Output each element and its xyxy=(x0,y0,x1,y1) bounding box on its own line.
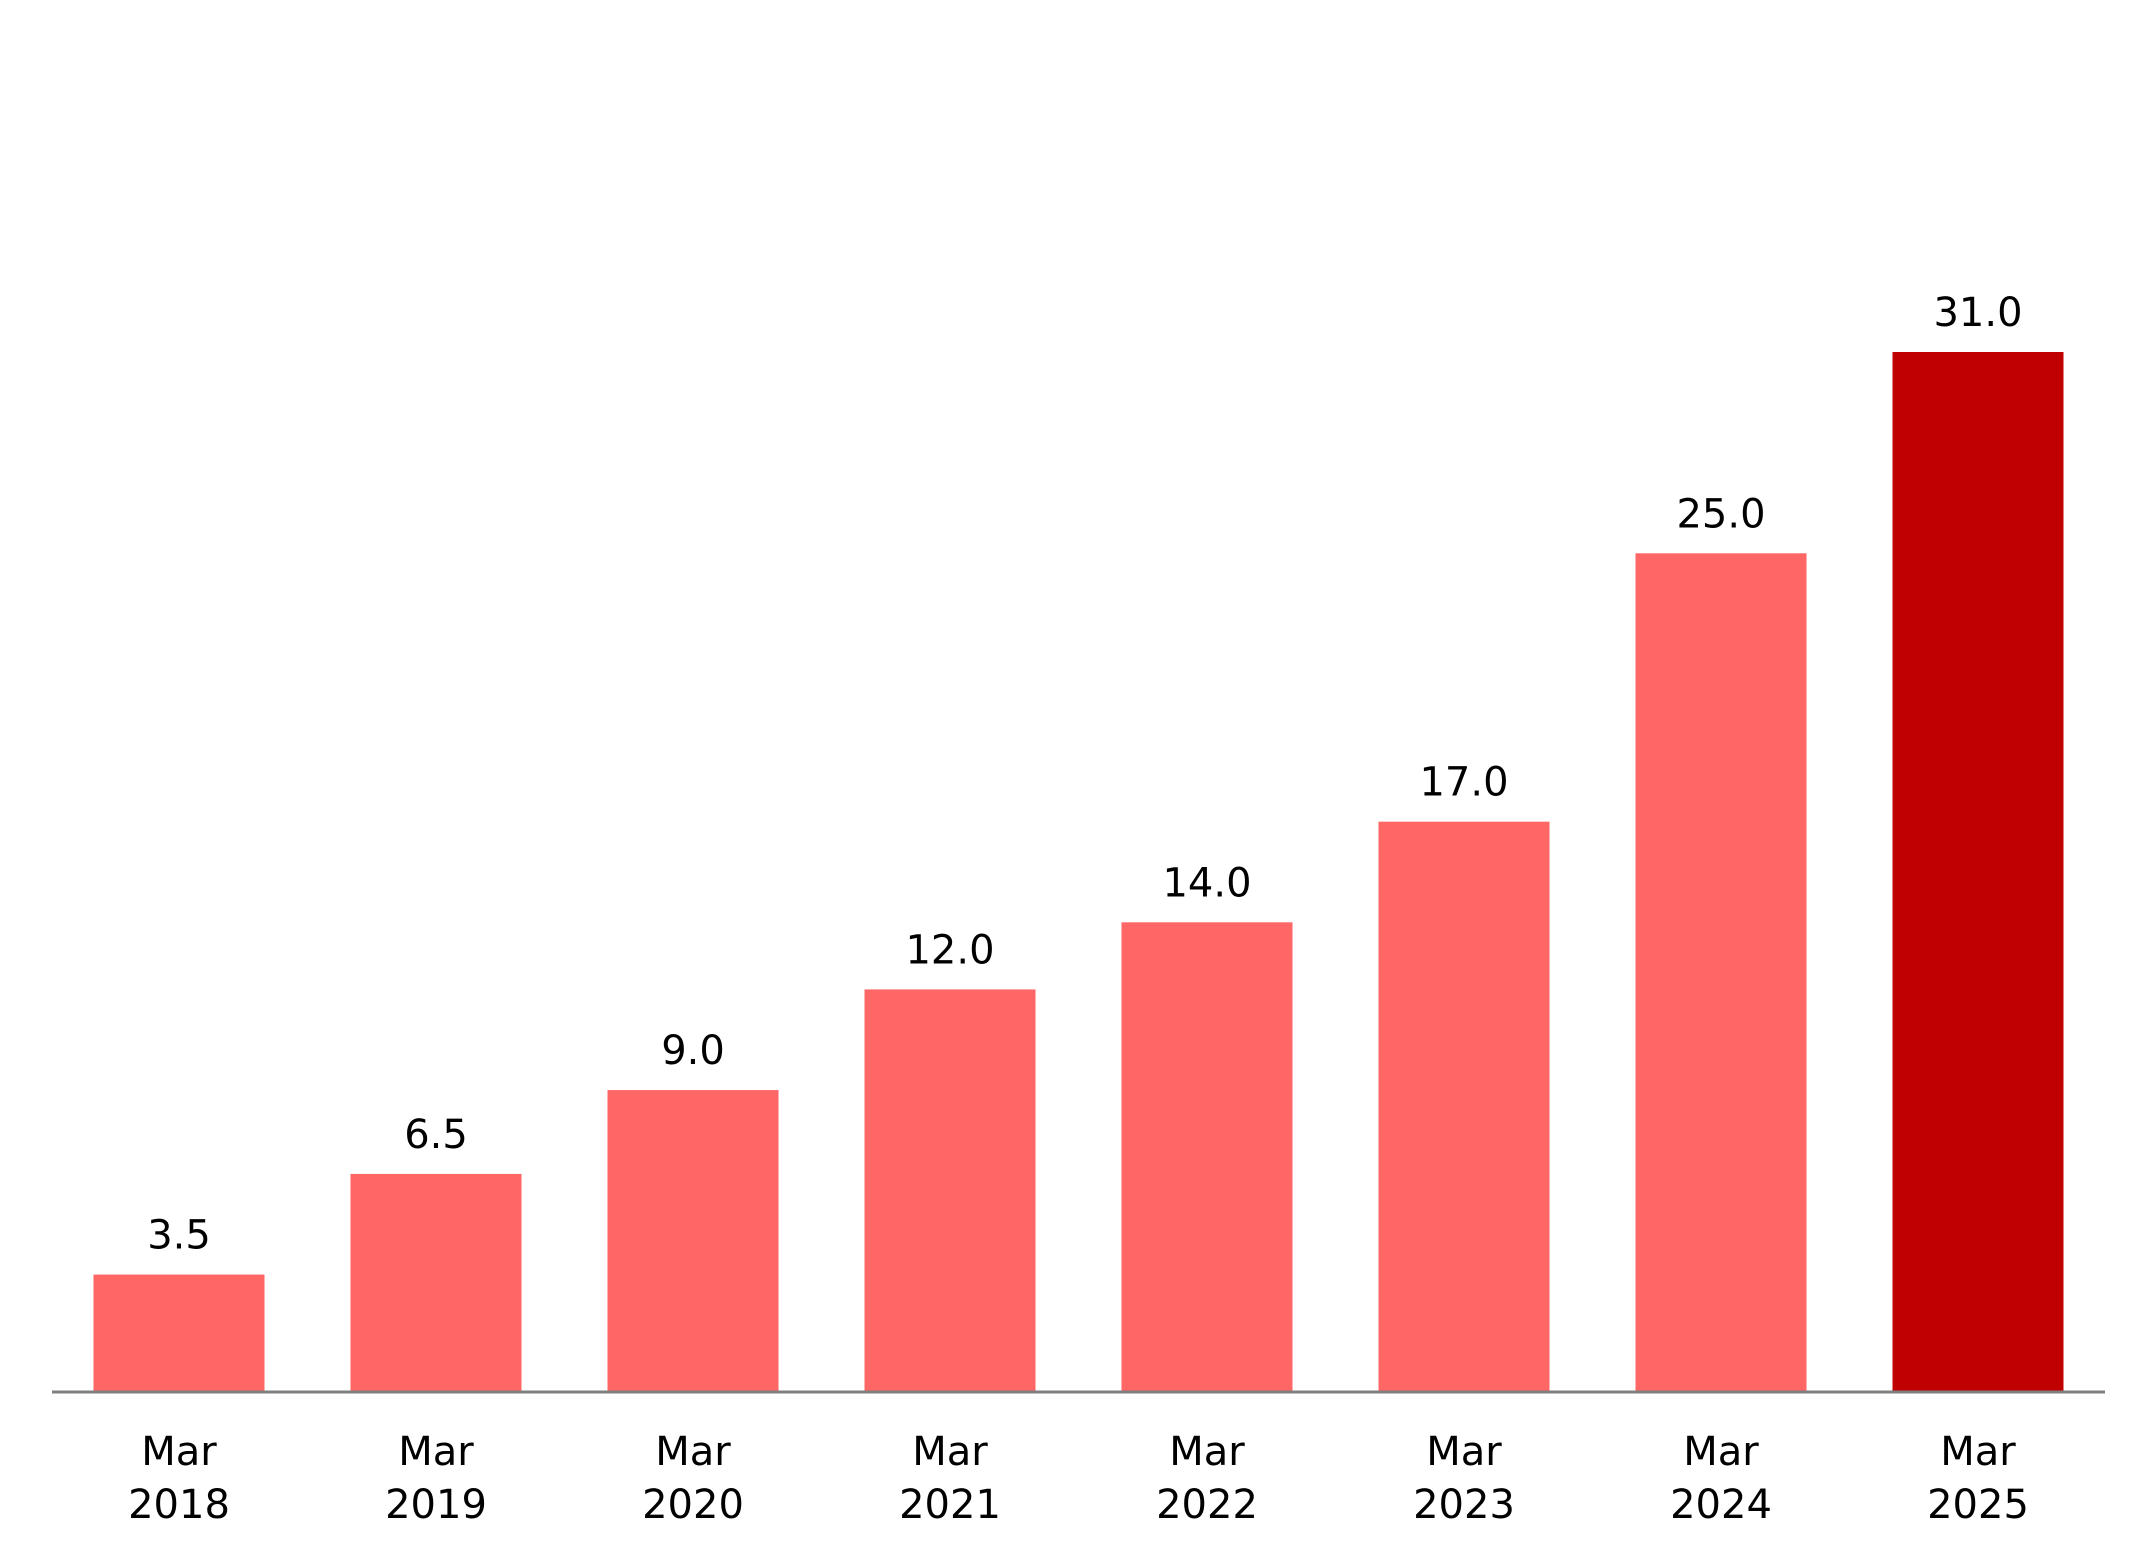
bar-mar-2020 xyxy=(607,1090,779,1392)
x-tick-label: Mar xyxy=(1683,1429,1759,1475)
x-tick-label: Mar xyxy=(1169,1429,1245,1475)
x-tick-label: Mar xyxy=(912,1429,988,1475)
x-tick-label: 2023 xyxy=(1413,1482,1515,1528)
bar-mar-2019 xyxy=(350,1173,522,1392)
x-tick-label: Mar xyxy=(398,1429,474,1475)
data-label: 3.5 xyxy=(147,1213,211,1259)
x-tick-label: 2018 xyxy=(128,1482,230,1528)
data-label: 31.0 xyxy=(1933,290,2022,336)
x-tick-label: 2024 xyxy=(1670,1482,1772,1528)
data-label: 12.0 xyxy=(905,927,994,973)
x-tick-label: 2019 xyxy=(385,1482,487,1528)
x-tick-label: 2022 xyxy=(1156,1482,1258,1528)
data-label: 9.0 xyxy=(661,1028,725,1074)
bar-mar-2025 xyxy=(1892,352,2064,1392)
bar-mar-2022 xyxy=(1121,922,1293,1392)
bar-mar-2024 xyxy=(1635,553,1807,1392)
data-label: 14.0 xyxy=(1162,860,1251,906)
x-tick-label: Mar xyxy=(1940,1429,2016,1475)
bar-mar-2023 xyxy=(1378,821,1550,1392)
x-tick-label: 2025 xyxy=(1927,1482,2029,1528)
x-tick-label: Mar xyxy=(1426,1429,1502,1475)
x-tick-label: Mar xyxy=(141,1429,217,1475)
bar-mar-2018 xyxy=(93,1274,265,1392)
x-tick-label: 2020 xyxy=(642,1482,744,1528)
data-label: 6.5 xyxy=(404,1112,468,1158)
data-label: 25.0 xyxy=(1676,491,1765,537)
x-tick-label: 2021 xyxy=(899,1482,1001,1528)
bar-mar-2021 xyxy=(864,989,1036,1392)
data-label: 17.0 xyxy=(1419,760,1508,806)
x-tick-label: Mar xyxy=(655,1429,731,1475)
